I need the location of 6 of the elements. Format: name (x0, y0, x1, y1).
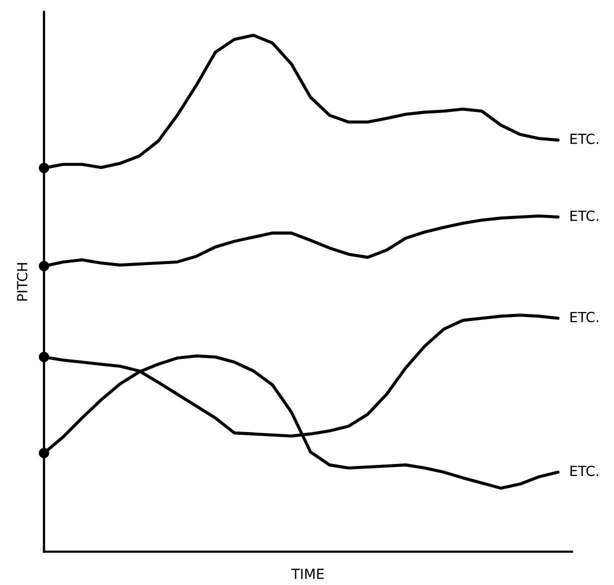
x-axis-title: TIME (291, 568, 324, 579)
y-axis-title: PITCH (16, 263, 28, 301)
series-label: ETC. (570, 466, 598, 476)
series-label: ETC. (570, 134, 598, 144)
series-label: ETC. (570, 210, 598, 222)
series-label: ETC. (570, 312, 598, 322)
